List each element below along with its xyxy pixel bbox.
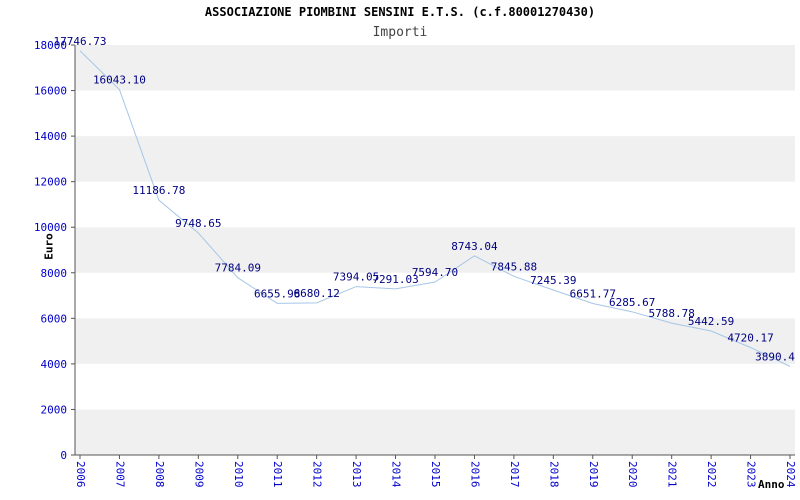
- x-tick-label: 2009: [192, 461, 205, 488]
- data-line: [79, 50, 791, 367]
- data-label: 11186.78: [132, 184, 185, 197]
- data-label: 6655.98: [254, 287, 300, 300]
- y-tick-label: 0: [60, 449, 67, 462]
- y-tick-label: 8000: [41, 267, 68, 280]
- x-tick-label: 2007: [113, 461, 126, 488]
- x-tick-label: 2008: [153, 461, 166, 488]
- x-tick-label: 2019: [587, 461, 600, 488]
- x-tick-label: 2022: [705, 461, 718, 488]
- plot-band: [75, 227, 795, 273]
- data-label: 7784.09: [215, 262, 261, 275]
- plot-band: [75, 363, 795, 410]
- data-label: 6285.67: [609, 296, 655, 309]
- x-tick-label: 2014: [390, 461, 403, 488]
- data-label: 5788.78: [648, 307, 694, 320]
- x-tick-label: 2021: [666, 461, 679, 488]
- plot-band: [75, 318, 795, 364]
- y-tick-label: 14000: [34, 130, 67, 143]
- data-label: 7845.88: [491, 260, 537, 273]
- data-label: 16043.10: [93, 74, 146, 87]
- data-label: 17746.73: [54, 35, 107, 48]
- chart-subtitle: Importi: [372, 25, 428, 40]
- y-tick-label: 12000: [34, 176, 67, 189]
- plot-band: [75, 136, 795, 182]
- data-label: 7291.03: [372, 273, 418, 286]
- plot-band: [75, 45, 795, 91]
- y-tick-label: 4000: [41, 358, 68, 371]
- data-label: 7245.39: [530, 274, 576, 287]
- data-label: 6680.12: [293, 287, 339, 300]
- x-axis-title: Anno: [758, 478, 785, 491]
- plot-band: [75, 90, 795, 137]
- y-tick-label: 10000: [34, 221, 67, 234]
- x-tick-label: 2015: [429, 461, 442, 488]
- data-label: 7394.05: [333, 271, 379, 284]
- data-label: 5442.59: [688, 315, 734, 328]
- x-tick-label: 2006: [74, 461, 87, 488]
- x-tick-label: 2018: [547, 461, 560, 488]
- x-tick-label: 2011: [271, 461, 284, 488]
- x-tick-label: 2013: [350, 461, 363, 488]
- data-label: 7594.70: [412, 266, 458, 279]
- x-tick-label: 2024: [784, 461, 797, 488]
- plot-band: [75, 409, 795, 455]
- x-tick-label: 2012: [311, 461, 324, 488]
- y-tick-label: 18000: [34, 39, 67, 52]
- plot-band: [75, 272, 795, 319]
- chart-title: ASSOCIAZIONE PIOMBINI SENSINI E.T.S. (c.…: [204, 5, 596, 19]
- y-tick-label: 16000: [34, 85, 67, 98]
- x-tick-label: 2017: [508, 461, 521, 488]
- data-label: 4720.17: [727, 331, 773, 344]
- x-tick-label: 2020: [626, 461, 639, 488]
- data-label: 3890.4: [755, 350, 795, 363]
- y-tick-label: 2000: [41, 403, 68, 416]
- x-tick-label: 2023: [745, 461, 758, 488]
- data-label: 6651.77: [570, 287, 616, 300]
- y-tick-label: 6000: [41, 312, 68, 325]
- plot-band: [75, 181, 795, 228]
- x-tick-label: 2010: [232, 461, 245, 488]
- data-label: 8743.04: [451, 240, 498, 253]
- x-tick-label: 2016: [468, 461, 481, 488]
- data-label: 9748.65: [175, 217, 221, 230]
